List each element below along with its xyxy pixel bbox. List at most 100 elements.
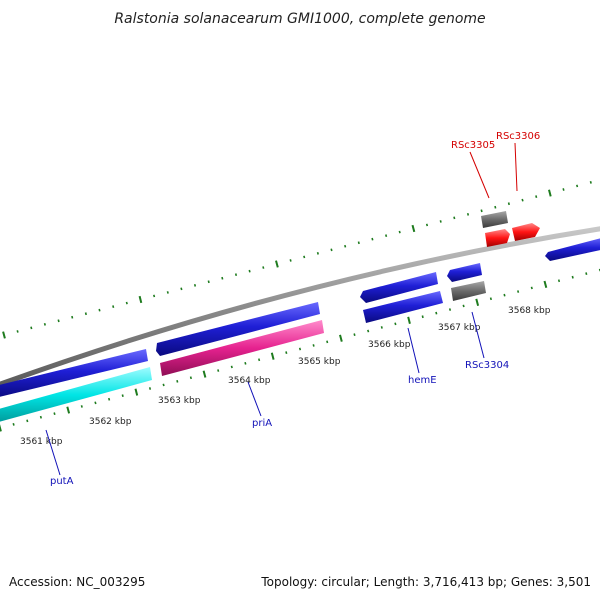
outer-tick-26 <box>357 241 360 245</box>
kbp-label-3567: 3567 kbp <box>438 323 481 333</box>
inner-tick-42 <box>571 275 574 279</box>
outer-tick-1 <box>16 330 19 333</box>
inner-tick-22 <box>298 347 302 351</box>
kbp-label-3568: 3568 kbp <box>508 306 551 316</box>
gene-forward-4 <box>447 263 482 282</box>
priA-leader <box>247 381 262 417</box>
outer-tick-42 <box>576 184 579 188</box>
outer-tick-24 <box>330 248 333 252</box>
inner-tick-39 <box>530 286 533 290</box>
inner-tick-14 <box>189 376 192 380</box>
inner-tick-4 <box>53 412 56 416</box>
outer-tick-33 <box>453 216 456 220</box>
outer-tick-37 <box>507 202 510 206</box>
outer-tick-2 <box>30 326 33 330</box>
kbp-label-3562: 3562 kbp <box>89 417 132 427</box>
inner-tick-26 <box>353 333 356 337</box>
gene-label-putA: putA <box>50 476 74 487</box>
inner-tick-20 <box>270 352 275 360</box>
outer-tick-13 <box>180 287 183 291</box>
outer-tick-34 <box>466 212 470 216</box>
outer-tick-11 <box>153 294 156 298</box>
inner-tick-43 <box>585 272 588 275</box>
inner-tick-24 <box>326 340 329 344</box>
inner-tick-27 <box>367 329 370 333</box>
gene-label-hemE: hemE <box>408 375 437 386</box>
outer-tick-23 <box>316 251 319 255</box>
kbp-label-3566: 3566 kbp <box>368 340 411 350</box>
inner-tick-37 <box>503 293 506 297</box>
outer-tick-7 <box>98 308 101 312</box>
inner-tick-38 <box>517 290 520 293</box>
outer-tick-15 <box>207 280 210 284</box>
gene-label-RSc3306: RSc3306 <box>496 131 540 142</box>
map-title: Ralstonia solanacearum GMI1000, complete… <box>114 11 485 27</box>
gene-RSc3306 <box>512 223 540 241</box>
outer-tick-6 <box>84 312 87 316</box>
inner-tick-23 <box>312 344 315 347</box>
gene-putA <box>0 367 152 422</box>
inner-tick-11 <box>148 387 152 390</box>
inner-tick-13 <box>176 379 179 383</box>
outer-tick-9 <box>125 301 128 305</box>
gene-forward-3 <box>360 272 438 303</box>
inner-tick-7 <box>94 401 97 405</box>
outer-tick-27 <box>371 237 374 241</box>
inner-tick-32 <box>435 311 438 315</box>
inner-tick-12 <box>162 383 165 387</box>
gene-forward-5 <box>545 238 600 261</box>
outer-tick-31 <box>425 223 429 227</box>
inner-tick-28 <box>380 326 383 329</box>
gene-label-priA: priA <box>252 418 272 429</box>
outer-tick-20 <box>275 260 279 268</box>
outer-tick-36 <box>494 205 497 209</box>
putA-leader <box>45 429 61 476</box>
inner-tick-5 <box>66 406 71 414</box>
outer-tick-39 <box>535 195 538 198</box>
kbp-label-3563: 3563 kbp <box>158 396 201 406</box>
outer-tick-19 <box>262 266 265 269</box>
inner-tick-6 <box>80 405 83 408</box>
inner-tick-29 <box>394 322 397 326</box>
inner-tick-35 <box>475 298 480 306</box>
outer-tick-14 <box>193 283 197 287</box>
kbp-label-3565: 3565 kbp <box>298 357 341 367</box>
outer-tick-16 <box>221 276 224 280</box>
outer-tick-12 <box>166 291 169 294</box>
inner-tick-1 <box>12 423 15 426</box>
outer-tick-18 <box>248 269 251 273</box>
inner-tick-17 <box>230 365 233 369</box>
inner-tick-34 <box>462 304 465 308</box>
kbp-label-3564: 3564 kbp <box>228 376 271 386</box>
inner-tick-ring <box>0 268 600 432</box>
gene-hemE <box>363 291 443 323</box>
inner-tick-3 <box>39 415 42 419</box>
gene-grey-small <box>481 211 508 228</box>
outer-tick-5 <box>71 315 74 319</box>
inner-tick-15 <box>202 370 207 378</box>
inner-tick-25 <box>339 334 343 342</box>
gene-label-RSc3305: RSc3305 <box>451 140 495 151</box>
outer-tick-4 <box>57 319 60 323</box>
inner-tick-19 <box>258 358 261 362</box>
inner-tick-40 <box>543 280 548 289</box>
accession-text: Accession: NC_003295 <box>9 575 145 589</box>
inner-tick-33 <box>448 308 452 311</box>
genome-backbone <box>0 226 600 387</box>
inner-tick-30 <box>407 316 411 324</box>
outer-tick-28 <box>385 234 388 238</box>
outer-tick-21 <box>289 259 292 262</box>
gene-label-RSc3304: RSc3304 <box>465 360 509 371</box>
inner-tick-18 <box>244 361 247 365</box>
inner-tick-10 <box>134 388 139 396</box>
outer-tick-38 <box>521 198 524 202</box>
RSc3305-leader <box>469 151 490 199</box>
outer-tick-35 <box>480 209 483 213</box>
topology-text: Topology: circular; Length: 3,716,413 bp… <box>260 575 591 589</box>
outer-tick-17 <box>234 273 238 277</box>
inner-tick-16 <box>217 369 220 372</box>
outer-tick-10 <box>138 295 143 304</box>
inner-tick-36 <box>489 297 492 301</box>
outer-tick-8 <box>112 305 115 308</box>
